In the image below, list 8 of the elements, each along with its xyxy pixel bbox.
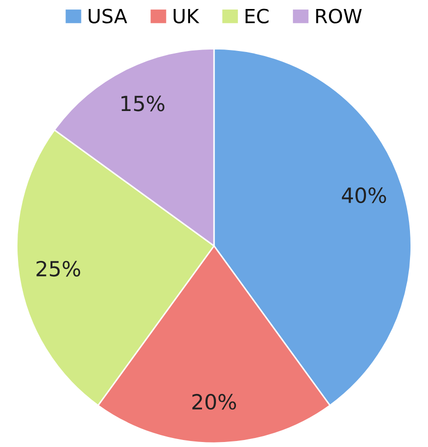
data-label: 15% [122, 96, 164, 112]
data-label: 40% [342, 187, 386, 204]
data-label: 20% [192, 394, 236, 410]
legend-label: EC [246, 8, 269, 24]
legend-label: ROW [316, 8, 362, 24]
legend-label: UK [174, 8, 200, 24]
data-label: 25% [36, 260, 80, 277]
legend-label: USA [88, 8, 128, 24]
